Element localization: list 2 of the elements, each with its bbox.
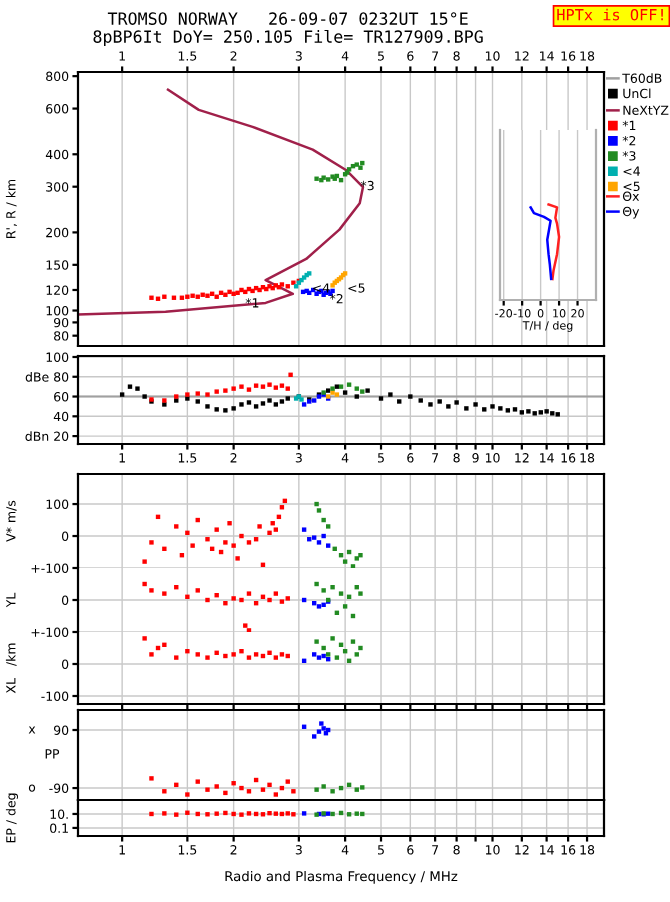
chart-title: TROMSO NORWAY 26-09-07 0232UT 15°E bbox=[107, 12, 468, 25]
chart-subtitle: 8pBP6It DoY= 250.105 File= TR127909.BPG bbox=[93, 29, 483, 47]
